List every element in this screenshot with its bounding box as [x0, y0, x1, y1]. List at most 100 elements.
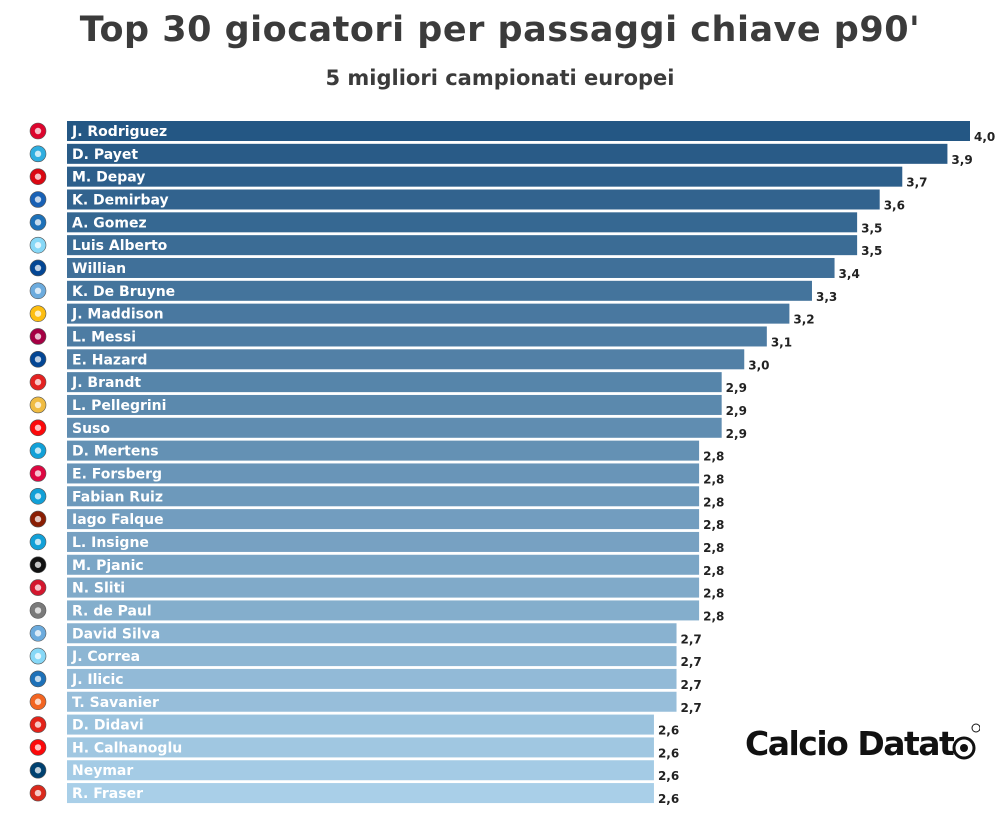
chelsea-badge-icon	[29, 350, 47, 368]
bar-value-label: 2,6	[658, 792, 679, 806]
bar-row: Fabian Ruiz 2,8	[29, 486, 724, 509]
bar-category-label: Willian	[72, 261, 126, 277]
psg-badge-icon	[29, 761, 47, 779]
bar-row: Luis Alberto 3,5	[29, 235, 882, 258]
bar	[67, 212, 858, 233]
barcelona-badge-icon	[29, 328, 47, 345]
bar	[67, 486, 700, 507]
bar-row: Neymar 2,6	[29, 760, 679, 783]
bar	[67, 760, 654, 781]
bar-value-label: 2,8	[703, 450, 724, 464]
lazio-badge-icon	[29, 236, 47, 254]
bar	[67, 326, 767, 347]
bar-category-label: L. Insigne	[72, 535, 149, 551]
milan-badge-icon	[29, 739, 47, 756]
man-city-badge-icon	[29, 624, 47, 642]
bar-row: K. Demirbay 3,6	[29, 189, 905, 212]
bar-value-label: 4,0	[974, 130, 995, 144]
bar-category-label: J. Brandt	[71, 375, 141, 391]
bar	[67, 668, 677, 689]
bar-value-label: 3,6	[884, 198, 905, 212]
bar-value-label: 2,8	[703, 495, 724, 509]
bar-category-label: J. Rodriguez	[71, 124, 167, 140]
bar-row: J. Brandt 2,9	[29, 372, 747, 395]
bar-category-label: M. Pjanic	[72, 558, 144, 574]
chart-subtitle: 5 migliori campionati europei	[325, 66, 675, 90]
bar	[67, 646, 677, 667]
bar-row: E. Forsberg 2,8	[29, 463, 724, 486]
bar	[67, 257, 835, 278]
bar-row: T. Savanier 2,7	[29, 691, 702, 715]
bar	[67, 189, 880, 210]
bar	[67, 783, 654, 804]
dijon-badge-icon	[29, 579, 47, 596]
bar-row: M. Depay 3,7	[29, 166, 928, 190]
bar-row: J. Correa 2,7	[29, 646, 702, 669]
milan-badge-icon	[29, 419, 47, 437]
bar-value-label: 3,1	[771, 335, 792, 349]
brand-logo-text: Calcio Datat	[745, 724, 955, 763]
bar-value-label: 3,9	[951, 153, 972, 167]
bar	[67, 623, 677, 644]
man-city-badge-icon	[29, 282, 47, 300]
bar-category-label: J. Ilicic	[71, 672, 124, 688]
udinese-badge-icon	[29, 602, 47, 619]
bar-value-label: 2,8	[703, 541, 724, 555]
bar-row: R. Fraser 2,6	[29, 783, 679, 806]
leipzig-badge-icon	[29, 465, 47, 482]
roma-badge-icon	[29, 396, 47, 414]
lyon-badge-icon	[29, 168, 47, 185]
marseille-badge-icon	[29, 145, 47, 163]
bar	[67, 714, 654, 735]
bar	[67, 737, 654, 758]
bar-row: R. de Paul 2,8	[29, 600, 724, 623]
bar-row: Iago Falque 2,8	[29, 509, 724, 532]
bar-value-label: 2,8	[703, 609, 724, 623]
bar	[67, 440, 700, 461]
bar-category-label: H. Calhanoglu	[72, 740, 182, 756]
bar	[67, 235, 858, 256]
bournemouth-badge-icon	[29, 784, 47, 802]
bar-row: K. De Bruyne 3,3	[29, 280, 837, 304]
bar	[67, 303, 790, 324]
hoffenheim-badge-icon	[29, 191, 47, 208]
bar-row: M. Pjanic 2,8	[29, 554, 724, 578]
bar-value-label: 3,2	[793, 313, 814, 327]
bar-category-label: Luis Alberto	[72, 238, 168, 254]
bar-value-label: 3,5	[861, 244, 882, 258]
bar-value-label: 2,7	[681, 678, 702, 692]
bar-row: D. Didavi 2,6	[29, 714, 679, 738]
bar-row: J. Maddison 3,2	[29, 303, 815, 327]
bar-category-label: E. Forsberg	[72, 466, 162, 482]
bar-category-label: Neymar	[72, 763, 133, 779]
bar-value-label: 3,4	[839, 267, 860, 281]
bar-value-label: 2,7	[681, 701, 702, 715]
chelsea-badge-icon	[29, 259, 47, 277]
bar-category-label: D. Payet	[72, 147, 138, 163]
bar-value-label: 3,3	[816, 290, 837, 304]
bar-category-label: D. Mertens	[72, 444, 159, 460]
bar-value-label: 2,7	[681, 632, 702, 646]
bar-value-label: 2,6	[658, 724, 679, 738]
bar-category-label: Fabian Ruiz	[72, 489, 163, 505]
bar-row: J. Rodriguez 4,0	[29, 121, 995, 144]
juventus-badge-icon	[29, 556, 47, 574]
bar-category-label: E. Hazard	[72, 352, 147, 368]
bar-value-label: 3,0	[748, 358, 769, 372]
bar	[67, 463, 700, 484]
bar-category-label: K. Demirbay	[72, 192, 169, 208]
bar-row: E. Hazard 3,0	[29, 349, 770, 372]
bar-value-label: 2,8	[703, 518, 724, 532]
atalanta-badge-icon	[29, 214, 47, 231]
bar-row: L. Insigne 2,8	[29, 531, 724, 555]
bar-row: H. Calhanoglu 2,6	[29, 737, 679, 760]
lazio-badge-icon	[29, 647, 47, 665]
bar-category-label: J. Correa	[71, 649, 140, 665]
napoli-badge-icon	[29, 533, 47, 551]
bar-row: D. Mertens 2,8	[29, 440, 724, 464]
napoli-badge-icon	[29, 487, 47, 505]
bar-row: David Silva 2,7	[29, 623, 702, 646]
bar-row: L. Pellegrini 2,9	[29, 394, 747, 418]
bar-value-label: 2,9	[726, 427, 747, 441]
